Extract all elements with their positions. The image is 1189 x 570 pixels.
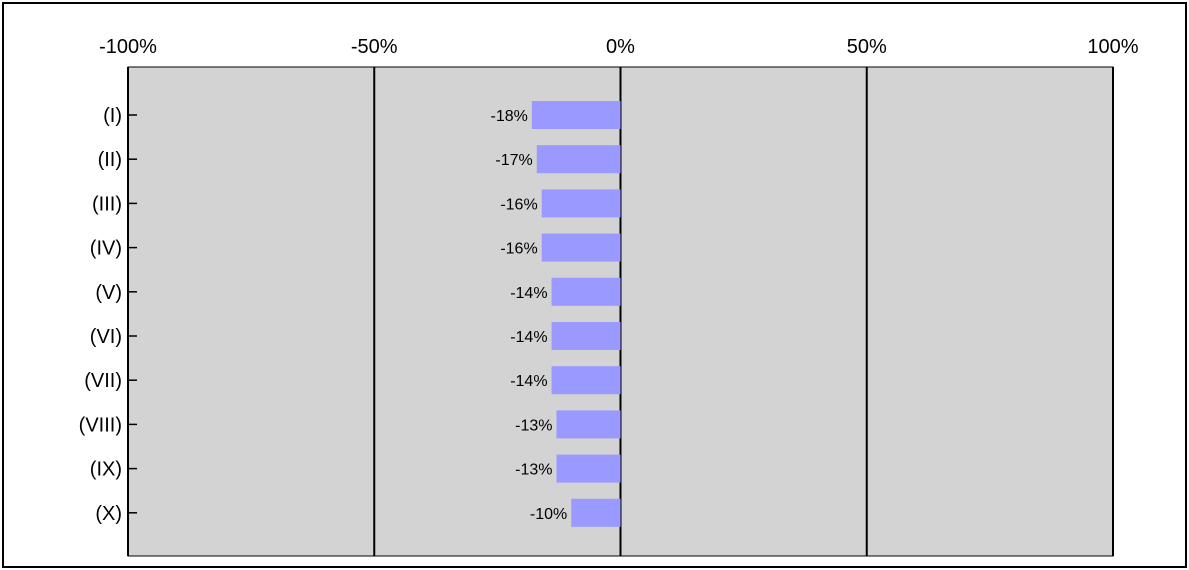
category-label: (IV) [90,238,122,260]
category-label: (I) [103,105,122,127]
x-tick-label: 100% [1087,36,1138,58]
category-label: (VII) [84,370,122,392]
bar [556,410,621,439]
gridlines [127,67,1114,556]
x-axis-ticks: -100% -50% 0% 50% 100% [99,36,1139,58]
value-label: -16% [500,196,537,213]
x-tick-label: -100% [99,36,157,58]
category-label: (II) [98,149,122,171]
bar [571,498,621,527]
bar [556,454,621,483]
category-label: (V) [95,282,122,304]
value-label: -18% [490,108,527,125]
bar [541,233,621,262]
value-label: -14% [510,329,547,346]
x-tick-label: 50% [847,36,887,58]
category-label: (VIII) [79,414,122,436]
x-tick-label: -50% [351,36,398,58]
bar [551,322,621,350]
bar [551,277,621,306]
category-label: (IX) [90,459,122,481]
bars [531,101,621,527]
value-label: -10% [530,506,567,523]
bar [551,366,621,395]
y-axis-ticks: (I) (II) (III) (IV) (V) (VI) (VII) (VIII) (IX) (X… [79,105,137,525]
value-label: -13% [515,462,552,479]
value-label: -17% [495,152,532,169]
category-label: (X) [95,503,122,525]
category-label: (VI) [90,326,122,348]
bar [531,101,621,129]
value-label: -14% [510,285,547,302]
bar [541,189,621,218]
category-label: (III) [92,193,122,215]
value-label: -13% [515,417,552,434]
value-label: -14% [510,373,547,390]
x-tick-label: 0% [606,36,635,58]
value-label: -16% [500,241,537,258]
value-labels: -18% -17% -16% -16% -14% -14% -14% -13% -13% -10% [490,108,567,523]
bar [536,145,621,174]
